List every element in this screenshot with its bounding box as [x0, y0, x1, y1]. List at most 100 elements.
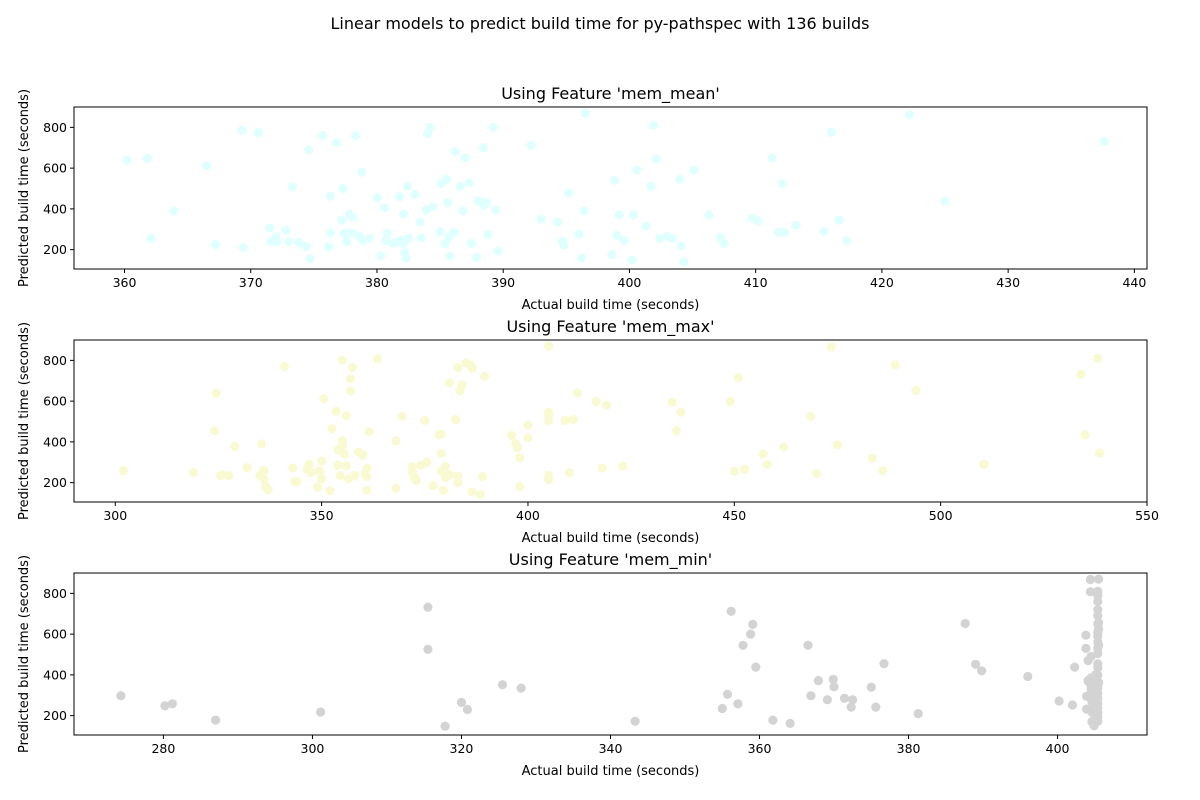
data-point: [832, 440, 843, 450]
data-point: [116, 691, 126, 701]
y-tick-label: 200: [43, 708, 67, 723]
data-point: [362, 471, 372, 482]
data-point: [304, 459, 314, 469]
data-point: [559, 240, 569, 250]
data-point: [515, 453, 525, 463]
y-tick-label: 600: [43, 627, 67, 642]
x-tick-label: 410: [744, 275, 768, 290]
data-point: [704, 210, 714, 220]
data-point: [979, 459, 989, 469]
data-point: [167, 699, 177, 709]
data-point: [526, 140, 536, 150]
data-point: [423, 644, 433, 655]
subplots: Using Feature 'mem_mean' 360 370 380 390 400 4…: [17, 84, 1159, 779]
data-point: [646, 181, 656, 192]
x-tick-label: 430: [996, 275, 1020, 290]
data-point: [169, 206, 179, 216]
data-point: [325, 486, 335, 496]
data-point: [364, 427, 374, 437]
data-point: [397, 411, 407, 421]
data-point: [333, 460, 343, 470]
data-point: [382, 228, 392, 238]
data-point: [834, 215, 844, 225]
data-point: [618, 461, 628, 471]
data-point: [345, 374, 356, 384]
data-point: [655, 233, 665, 243]
y-tick-label: 400: [43, 201, 67, 216]
data-point: [467, 238, 477, 249]
data-point: [338, 183, 348, 194]
data-point: [445, 251, 455, 261]
data-point: [601, 400, 612, 410]
data-point: [438, 485, 448, 495]
data-point: [1081, 643, 1091, 654]
y-tick-label: 200: [43, 242, 67, 257]
data-point: [828, 674, 838, 685]
x-tick-label: 360: [113, 275, 137, 290]
y-tick-label: 800: [43, 353, 67, 368]
scatter-series: [118, 341, 1105, 500]
data-point: [451, 414, 461, 425]
data-point: [444, 469, 455, 480]
data-point: [812, 468, 822, 479]
x-tick-label: 380: [897, 741, 921, 756]
data-point: [305, 254, 315, 264]
data-point: [458, 206, 468, 216]
data-point: [866, 682, 876, 692]
data-point: [450, 146, 460, 156]
x-tick-label: 400: [1046, 741, 1070, 756]
data-point: [362, 485, 372, 495]
data-point: [455, 181, 465, 192]
data-point: [325, 228, 335, 238]
data-point: [160, 701, 170, 711]
data-point: [911, 385, 921, 396]
data-point: [457, 380, 467, 390]
data-point: [350, 130, 361, 141]
x-tick-label: 300: [301, 741, 325, 756]
data-point: [597, 463, 607, 473]
data-point: [1094, 624, 1104, 634]
data-point: [427, 202, 438, 212]
y-tick-label: 800: [43, 120, 67, 135]
data-point: [287, 182, 297, 192]
data-point: [679, 257, 689, 267]
data-point: [1080, 430, 1090, 440]
data-point: [242, 462, 252, 472]
x-tick-label: 440: [1122, 275, 1146, 290]
data-point: [327, 424, 337, 434]
data-point: [381, 235, 391, 246]
data-point: [259, 474, 269, 484]
data-point: [829, 682, 839, 692]
data-point: [689, 165, 699, 175]
x-tick-label: 360: [748, 741, 772, 756]
x-tick-label: 280: [151, 741, 175, 756]
data-point: [453, 362, 463, 373]
x-tick-label: 400: [618, 275, 642, 290]
data-point: [729, 466, 739, 476]
subplot-title: Using Feature 'mem_min': [509, 550, 712, 570]
data-point: [460, 153, 470, 163]
data-point: [806, 691, 816, 701]
data-point: [324, 242, 334, 252]
plot-frame: [73, 339, 1148, 503]
data-point: [288, 463, 298, 473]
y-tick-label: 600: [43, 394, 67, 409]
data-point: [443, 198, 453, 208]
data-point: [1093, 596, 1103, 607]
data-point: [478, 143, 488, 153]
data-point: [779, 442, 789, 452]
data-point: [416, 233, 426, 243]
data-point: [826, 342, 836, 352]
subplot-3: Using Feature 'mem_min' 280 300 320 340 360 38…: [17, 550, 1148, 779]
data-point: [748, 619, 758, 630]
data-point: [568, 414, 579, 425]
data-point: [339, 449, 349, 459]
data-point: [1094, 574, 1104, 584]
data-point: [560, 415, 570, 426]
data-point: [372, 193, 382, 203]
data-point: [440, 721, 450, 731]
data-point: [676, 407, 686, 417]
data-point: [1094, 448, 1105, 458]
data-point: [619, 235, 630, 246]
